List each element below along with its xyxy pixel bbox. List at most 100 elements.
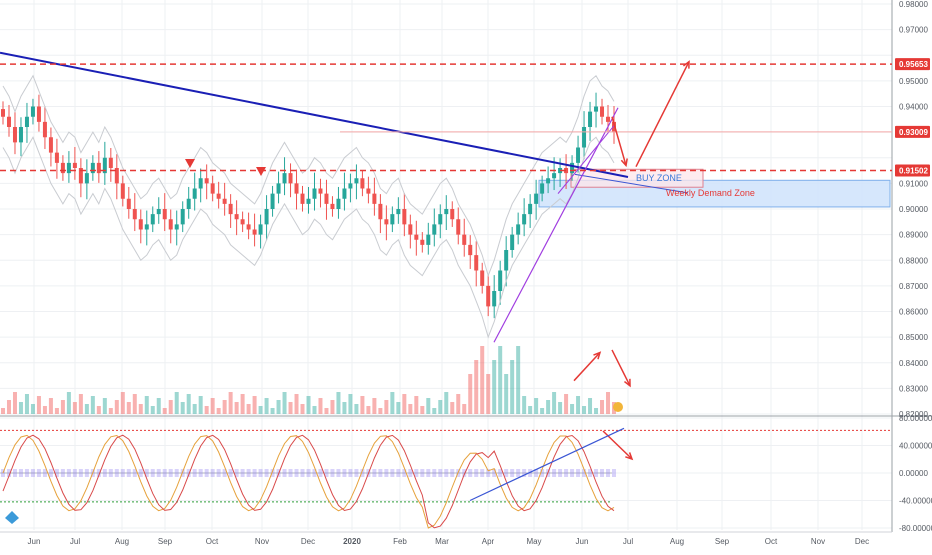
histogram-bar xyxy=(78,469,83,477)
lower-band xyxy=(2,136,615,339)
histogram-bar xyxy=(312,469,317,477)
volume-bar xyxy=(54,408,59,414)
pullback-arrow-head xyxy=(620,158,628,168)
price-tick-label: 0.90000 xyxy=(899,205,928,214)
volume-bar xyxy=(24,394,29,414)
histogram-bar xyxy=(66,469,71,477)
candles xyxy=(1,92,616,319)
candle-body xyxy=(576,147,581,163)
candle-body xyxy=(90,162,95,174)
histogram-bar xyxy=(186,469,191,477)
histogram-bar xyxy=(414,469,419,477)
candle-body xyxy=(366,188,371,194)
volume-bar xyxy=(348,394,353,414)
histogram-bar xyxy=(84,469,89,477)
volume-bar xyxy=(186,394,191,414)
candle-body xyxy=(246,224,251,230)
stoch-d-line xyxy=(2,434,615,529)
histogram-bar xyxy=(114,469,119,477)
histogram-bar xyxy=(270,469,275,477)
histogram-bar xyxy=(198,469,203,477)
volume-bar xyxy=(66,392,71,414)
volume-bar xyxy=(558,402,563,414)
histogram-bar xyxy=(444,469,449,477)
volume-bar xyxy=(60,400,65,414)
candle-body xyxy=(144,224,149,230)
volume-bar xyxy=(354,404,359,414)
volume-bar xyxy=(540,408,545,414)
price-tick-label: 0.86000 xyxy=(899,308,928,317)
time-tick-label: Apr xyxy=(482,537,495,546)
trendline-extension xyxy=(574,173,689,194)
candle-body xyxy=(36,106,41,122)
time-tick-label: Oct xyxy=(206,537,219,546)
volume-bar xyxy=(432,408,437,414)
volume-bar xyxy=(150,406,155,414)
time-axis: Jun Jul Aug Sep Oct Nov Dec 2020 Feb Mar Apr May Jun… xyxy=(28,537,870,546)
candle-body xyxy=(156,209,161,215)
histogram-bar xyxy=(462,469,467,477)
candle-body xyxy=(354,178,359,184)
volume-bar xyxy=(132,394,137,414)
volume-bar xyxy=(480,346,485,414)
price-label-text: 0.91502 xyxy=(899,167,928,176)
volume-bar xyxy=(582,406,587,414)
candle-body xyxy=(240,219,245,225)
histogram-bar xyxy=(606,469,611,477)
histogram-bar xyxy=(210,469,215,477)
histogram-bar xyxy=(6,469,11,477)
histogram-bar xyxy=(96,469,101,477)
candle-body xyxy=(258,224,263,235)
volume-bar xyxy=(1,408,5,414)
volume-bar xyxy=(378,408,383,414)
time-tick-label: Dec xyxy=(301,537,315,546)
volume-bar xyxy=(126,402,131,414)
volume-bar xyxy=(48,398,53,414)
histogram-bar xyxy=(612,469,616,477)
candle-body xyxy=(270,193,275,209)
candle-body xyxy=(588,111,593,127)
histogram-bar xyxy=(138,469,143,477)
candle-body xyxy=(582,127,587,148)
volume-bar xyxy=(246,404,251,414)
histogram-bar xyxy=(324,469,329,477)
candle-body xyxy=(402,209,407,225)
histogram-bar xyxy=(540,469,545,477)
candle-body xyxy=(492,291,497,307)
volume-bar xyxy=(534,398,539,414)
histogram-bar xyxy=(60,469,65,477)
candle-body xyxy=(330,203,335,209)
volume-bar xyxy=(552,392,557,414)
candle-body xyxy=(282,173,287,184)
volume-bar xyxy=(96,406,101,414)
histogram-bar xyxy=(162,469,167,477)
candle-body xyxy=(54,152,59,163)
time-tick-label: Nov xyxy=(811,537,825,546)
histogram-bar xyxy=(552,469,557,477)
volume-bar xyxy=(120,392,125,414)
marker-triangle xyxy=(185,159,195,168)
histogram-bar xyxy=(36,469,41,477)
histogram-bar xyxy=(396,469,401,477)
histogram-bar xyxy=(174,469,179,477)
histogram-bar xyxy=(360,469,365,477)
histogram-bar xyxy=(426,469,431,477)
histogram-bar xyxy=(450,469,455,477)
histogram-bar xyxy=(528,469,533,477)
volume-bar xyxy=(102,398,107,414)
candle-body xyxy=(96,162,101,174)
histogram-bar xyxy=(480,469,485,477)
volume-bar xyxy=(204,406,209,414)
candle-body xyxy=(30,106,35,117)
candle-body xyxy=(408,224,413,235)
volume-bar xyxy=(492,360,497,414)
histogram-bar xyxy=(498,469,503,477)
price-tick-label: 0.84000 xyxy=(899,359,928,368)
histogram-bar xyxy=(330,469,335,477)
volume-bar xyxy=(138,404,143,414)
histogram-bar xyxy=(168,469,173,477)
candle-body xyxy=(252,229,257,235)
time-tick-label: Sep xyxy=(158,537,173,546)
histogram-bar xyxy=(24,469,29,477)
